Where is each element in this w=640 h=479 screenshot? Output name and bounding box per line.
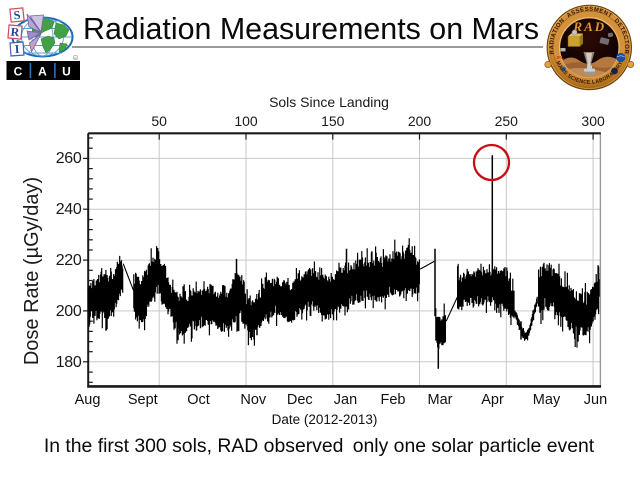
- svg-text:A: A: [38, 64, 47, 78]
- svg-text:U: U: [62, 64, 71, 78]
- svg-text:I: I: [14, 42, 20, 56]
- svg-text:JPL: JPL: [556, 55, 565, 60]
- svg-text:RAD: RAD: [572, 19, 606, 34]
- svg-text:C: C: [14, 64, 23, 78]
- svg-text:R: R: [74, 56, 77, 60]
- svg-text:S: S: [13, 8, 21, 23]
- svg-text:R: R: [10, 25, 20, 40]
